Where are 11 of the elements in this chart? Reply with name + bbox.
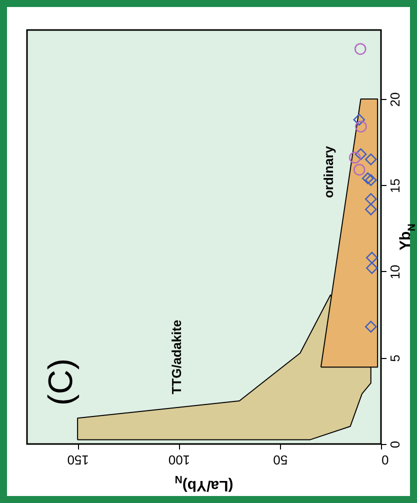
- annotation: TTG/adakite: [169, 320, 184, 394]
- y-tick-label: 20: [388, 92, 402, 107]
- text: (C): [42, 358, 80, 406]
- x-tick-label: 100: [168, 452, 190, 468]
- y-tick-label: 0: [388, 440, 402, 448]
- y-tick-label: 15: [388, 178, 402, 193]
- x-tick-label: 50: [273, 452, 288, 468]
- y-tick-label: 5: [388, 354, 402, 362]
- annotation: ordinary: [321, 145, 336, 198]
- y-tick-label: 10: [388, 264, 402, 280]
- x-tick-label: 150: [67, 452, 89, 468]
